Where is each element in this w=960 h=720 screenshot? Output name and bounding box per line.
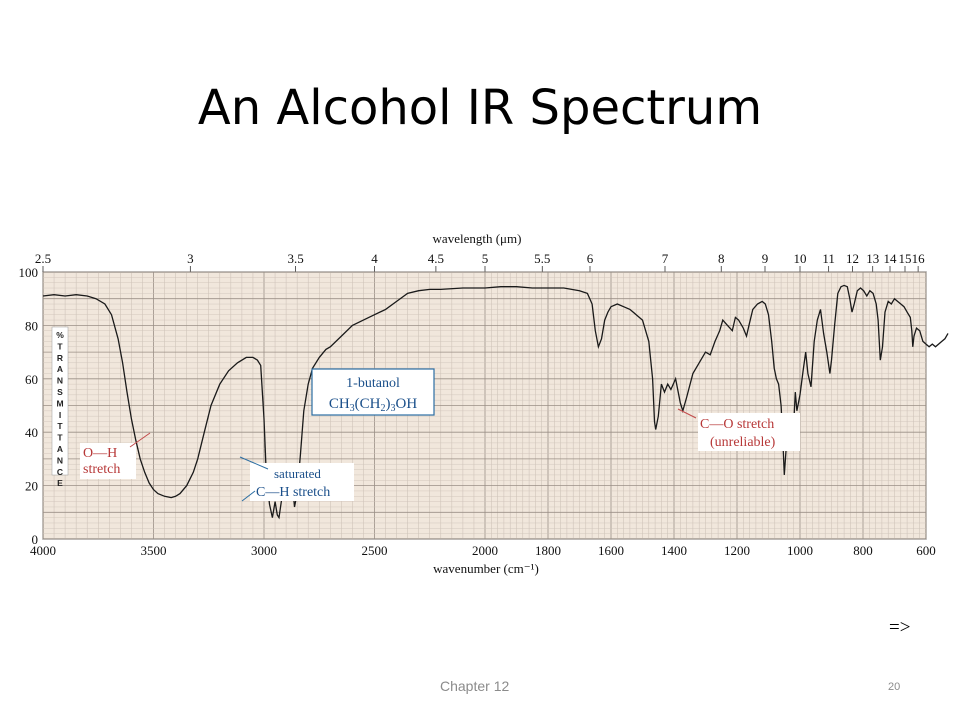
x2-tick-label: 5 xyxy=(482,251,489,266)
x2-tick-label: 10 xyxy=(794,251,807,266)
x2-tick-label: 8 xyxy=(718,251,725,266)
x-tick-label: 1200 xyxy=(724,543,750,558)
x-tick-label: 1000 xyxy=(787,543,813,558)
y-label-letter: I xyxy=(59,410,61,420)
x2-tick-label: 2.5 xyxy=(35,251,51,266)
x-tick-label: 2000 xyxy=(472,543,498,558)
y-label-letter: N xyxy=(57,455,63,465)
x-tick-label: 800 xyxy=(853,543,873,558)
x2-tick-label: 9 xyxy=(762,251,769,266)
y-tick-label: 0 xyxy=(32,532,39,547)
y-label-letter: A xyxy=(57,364,63,374)
x2-tick-label: 15 xyxy=(899,251,912,266)
y-tick-label: 20 xyxy=(25,479,38,494)
y-label-letter: T xyxy=(57,421,63,431)
x2-tick-label: 4.5 xyxy=(428,251,444,266)
annotation-ch-line1: saturated xyxy=(274,466,321,481)
x-tick-label: 1400 xyxy=(661,543,687,558)
wavenumber-tick-labels: 4000 3500 3000 2500 2000 1800 1600 1400 1200 1000… xyxy=(30,543,936,558)
wavelength-tick-labels: 2.5 3 3.5 4 4.5 5 5.5 6 7 8 9 10 11 12 13 14 15 16 xyxy=(35,251,925,272)
y-label-letter: R xyxy=(57,353,63,363)
transmittance-tick-labels: 0 20 40 60 80 100 xyxy=(19,265,39,547)
y-label-letter: C xyxy=(57,467,63,477)
x-tick-label: 600 xyxy=(916,543,936,558)
compound-box: 1-butanol CH3(CH2)3OH xyxy=(311,368,435,416)
page-number: 20 xyxy=(888,681,901,693)
x-tick-label: 2500 xyxy=(362,543,388,558)
annotation-oh-stretch: O—H stretch xyxy=(80,432,151,479)
next-arrow: => xyxy=(889,617,911,638)
x-tick-label: 3500 xyxy=(141,543,167,558)
compound-formula: CH3(CH2)3OH xyxy=(329,396,418,414)
annotation-co-line2: (unreliable) xyxy=(710,435,776,450)
x-tick-label: 3000 xyxy=(251,543,277,558)
annotation-ch-stretch: saturated C—H stretch xyxy=(239,456,354,502)
x2-tick-label: 11 xyxy=(822,251,835,266)
y-label-letter: T xyxy=(57,341,63,351)
annotation-co-stretch: C—O stretch (unreliable) xyxy=(677,408,800,451)
transmittance-label-box xyxy=(51,326,69,476)
y-label-letter: M xyxy=(56,398,63,408)
x2-tick-label: 4 xyxy=(371,251,378,266)
ir-spectrum-chart: wavelength (μm) 2.5 3 3.5 4 4.5 5 5.5 6 7 8 9 10 11 1… xyxy=(19,231,949,576)
footer-chapter: Chapter 12 xyxy=(440,678,510,694)
y-label-letter: S xyxy=(57,387,63,397)
x-tick-label: 1800 xyxy=(535,543,561,558)
annotation-oh-line2: stretch xyxy=(83,462,120,477)
annotation-co-line1: C—O stretch xyxy=(700,417,774,432)
x2-tick-label: 5.5 xyxy=(534,251,550,266)
annotation-oh-line1: O—H xyxy=(83,446,117,461)
y-label-letter: E xyxy=(57,478,63,488)
x2-tick-label: 13 xyxy=(866,251,879,266)
y-tick-label: 100 xyxy=(19,265,39,280)
x-tick-label: 1600 xyxy=(598,543,624,558)
x2-tick-label: 3 xyxy=(187,251,194,266)
wavenumber-axis-label: wavenumber (cm⁻¹) xyxy=(433,561,539,576)
y-tick-label: 80 xyxy=(25,318,38,333)
y-label-letter: T xyxy=(57,433,63,443)
compound-name: 1-butanol xyxy=(346,376,400,391)
y-label-letter: N xyxy=(57,376,63,386)
y-label-letter: % xyxy=(56,330,64,340)
x2-tick-label: 14 xyxy=(884,251,898,266)
x2-tick-label: 16 xyxy=(912,251,926,266)
y-tick-label: 40 xyxy=(25,425,38,440)
grid-lines xyxy=(42,271,927,540)
y-label-letter: A xyxy=(57,444,63,454)
x2-tick-label: 6 xyxy=(587,251,594,266)
wavelength-axis-label: wavelength (μm) xyxy=(433,231,522,246)
x-tick-label: 4000 xyxy=(30,543,56,558)
x2-tick-label: 7 xyxy=(662,251,669,266)
annotation-ch-line2: C—H stretch xyxy=(256,485,330,500)
x2-tick-label: 12 xyxy=(846,251,859,266)
spectrum-line xyxy=(42,284,949,520)
slide-title: An Alcohol IR Spectrum xyxy=(197,80,763,136)
x2-tick-label: 3.5 xyxy=(287,251,303,266)
y-tick-label: 60 xyxy=(25,372,38,387)
